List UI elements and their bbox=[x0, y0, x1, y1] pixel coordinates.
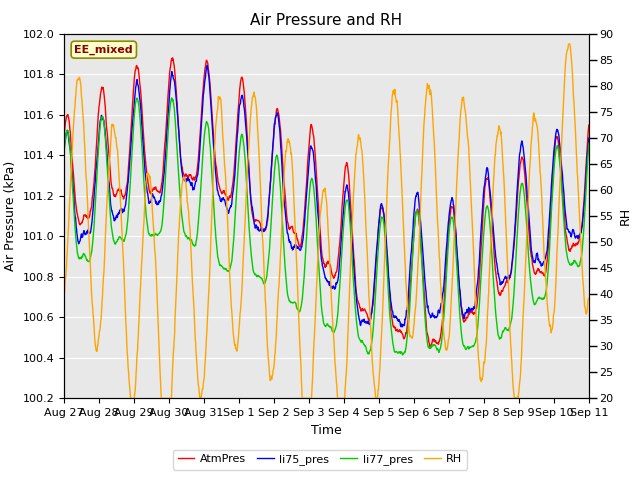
li77_pres bbox=[359, 340, 367, 346]
RH bbox=[60, 295, 68, 301]
AtmPres bbox=[303, 167, 311, 173]
AtmPres bbox=[100, 97, 108, 103]
AtmPres bbox=[122, 188, 130, 193]
Line: li77_pres: li77_pres bbox=[64, 98, 589, 355]
RH bbox=[359, 162, 367, 168]
Line: AtmPres: AtmPres bbox=[64, 58, 589, 348]
AtmPres bbox=[283, 216, 291, 222]
li77_pres bbox=[294, 307, 301, 312]
Title: Air Pressure and RH: Air Pressure and RH bbox=[250, 13, 403, 28]
li75_pres bbox=[294, 244, 301, 250]
li77_pres bbox=[168, 95, 175, 101]
RH bbox=[100, 253, 108, 259]
X-axis label: Time: Time bbox=[311, 424, 342, 437]
Line: li75_pres: li75_pres bbox=[64, 66, 589, 327]
RH bbox=[585, 295, 593, 301]
RH bbox=[283, 141, 291, 146]
RH bbox=[294, 291, 301, 297]
li75_pres bbox=[359, 319, 367, 324]
li75_pres bbox=[122, 198, 130, 204]
AtmPres bbox=[169, 55, 177, 60]
li77_pres bbox=[60, 153, 68, 158]
li77_pres bbox=[100, 127, 108, 133]
AtmPres bbox=[585, 122, 593, 128]
Text: EE_mixed: EE_mixed bbox=[74, 45, 133, 55]
AtmPres bbox=[294, 238, 301, 243]
li75_pres bbox=[585, 135, 593, 141]
li75_pres bbox=[283, 228, 291, 233]
Legend: AtmPres, li75_pres, li77_pres, RH: AtmPres, li75_pres, li77_pres, RH bbox=[173, 450, 467, 469]
Y-axis label: RH: RH bbox=[619, 207, 632, 225]
AtmPres bbox=[426, 346, 434, 351]
li75_pres bbox=[303, 182, 311, 188]
AtmPres bbox=[359, 308, 367, 313]
li75_pres bbox=[60, 147, 68, 153]
RH bbox=[122, 322, 130, 327]
li75_pres bbox=[398, 324, 406, 330]
RH bbox=[564, 41, 572, 47]
li75_pres bbox=[100, 125, 108, 131]
Line: RH: RH bbox=[64, 44, 589, 398]
Y-axis label: Air Pressure (kPa): Air Pressure (kPa) bbox=[4, 161, 17, 271]
li77_pres bbox=[303, 221, 311, 227]
li77_pres bbox=[122, 231, 130, 237]
li75_pres bbox=[204, 63, 211, 69]
li77_pres bbox=[585, 141, 593, 146]
li77_pres bbox=[399, 352, 406, 358]
li77_pres bbox=[283, 287, 291, 293]
RH bbox=[303, 396, 311, 401]
AtmPres bbox=[60, 134, 68, 140]
RH bbox=[127, 396, 135, 401]
